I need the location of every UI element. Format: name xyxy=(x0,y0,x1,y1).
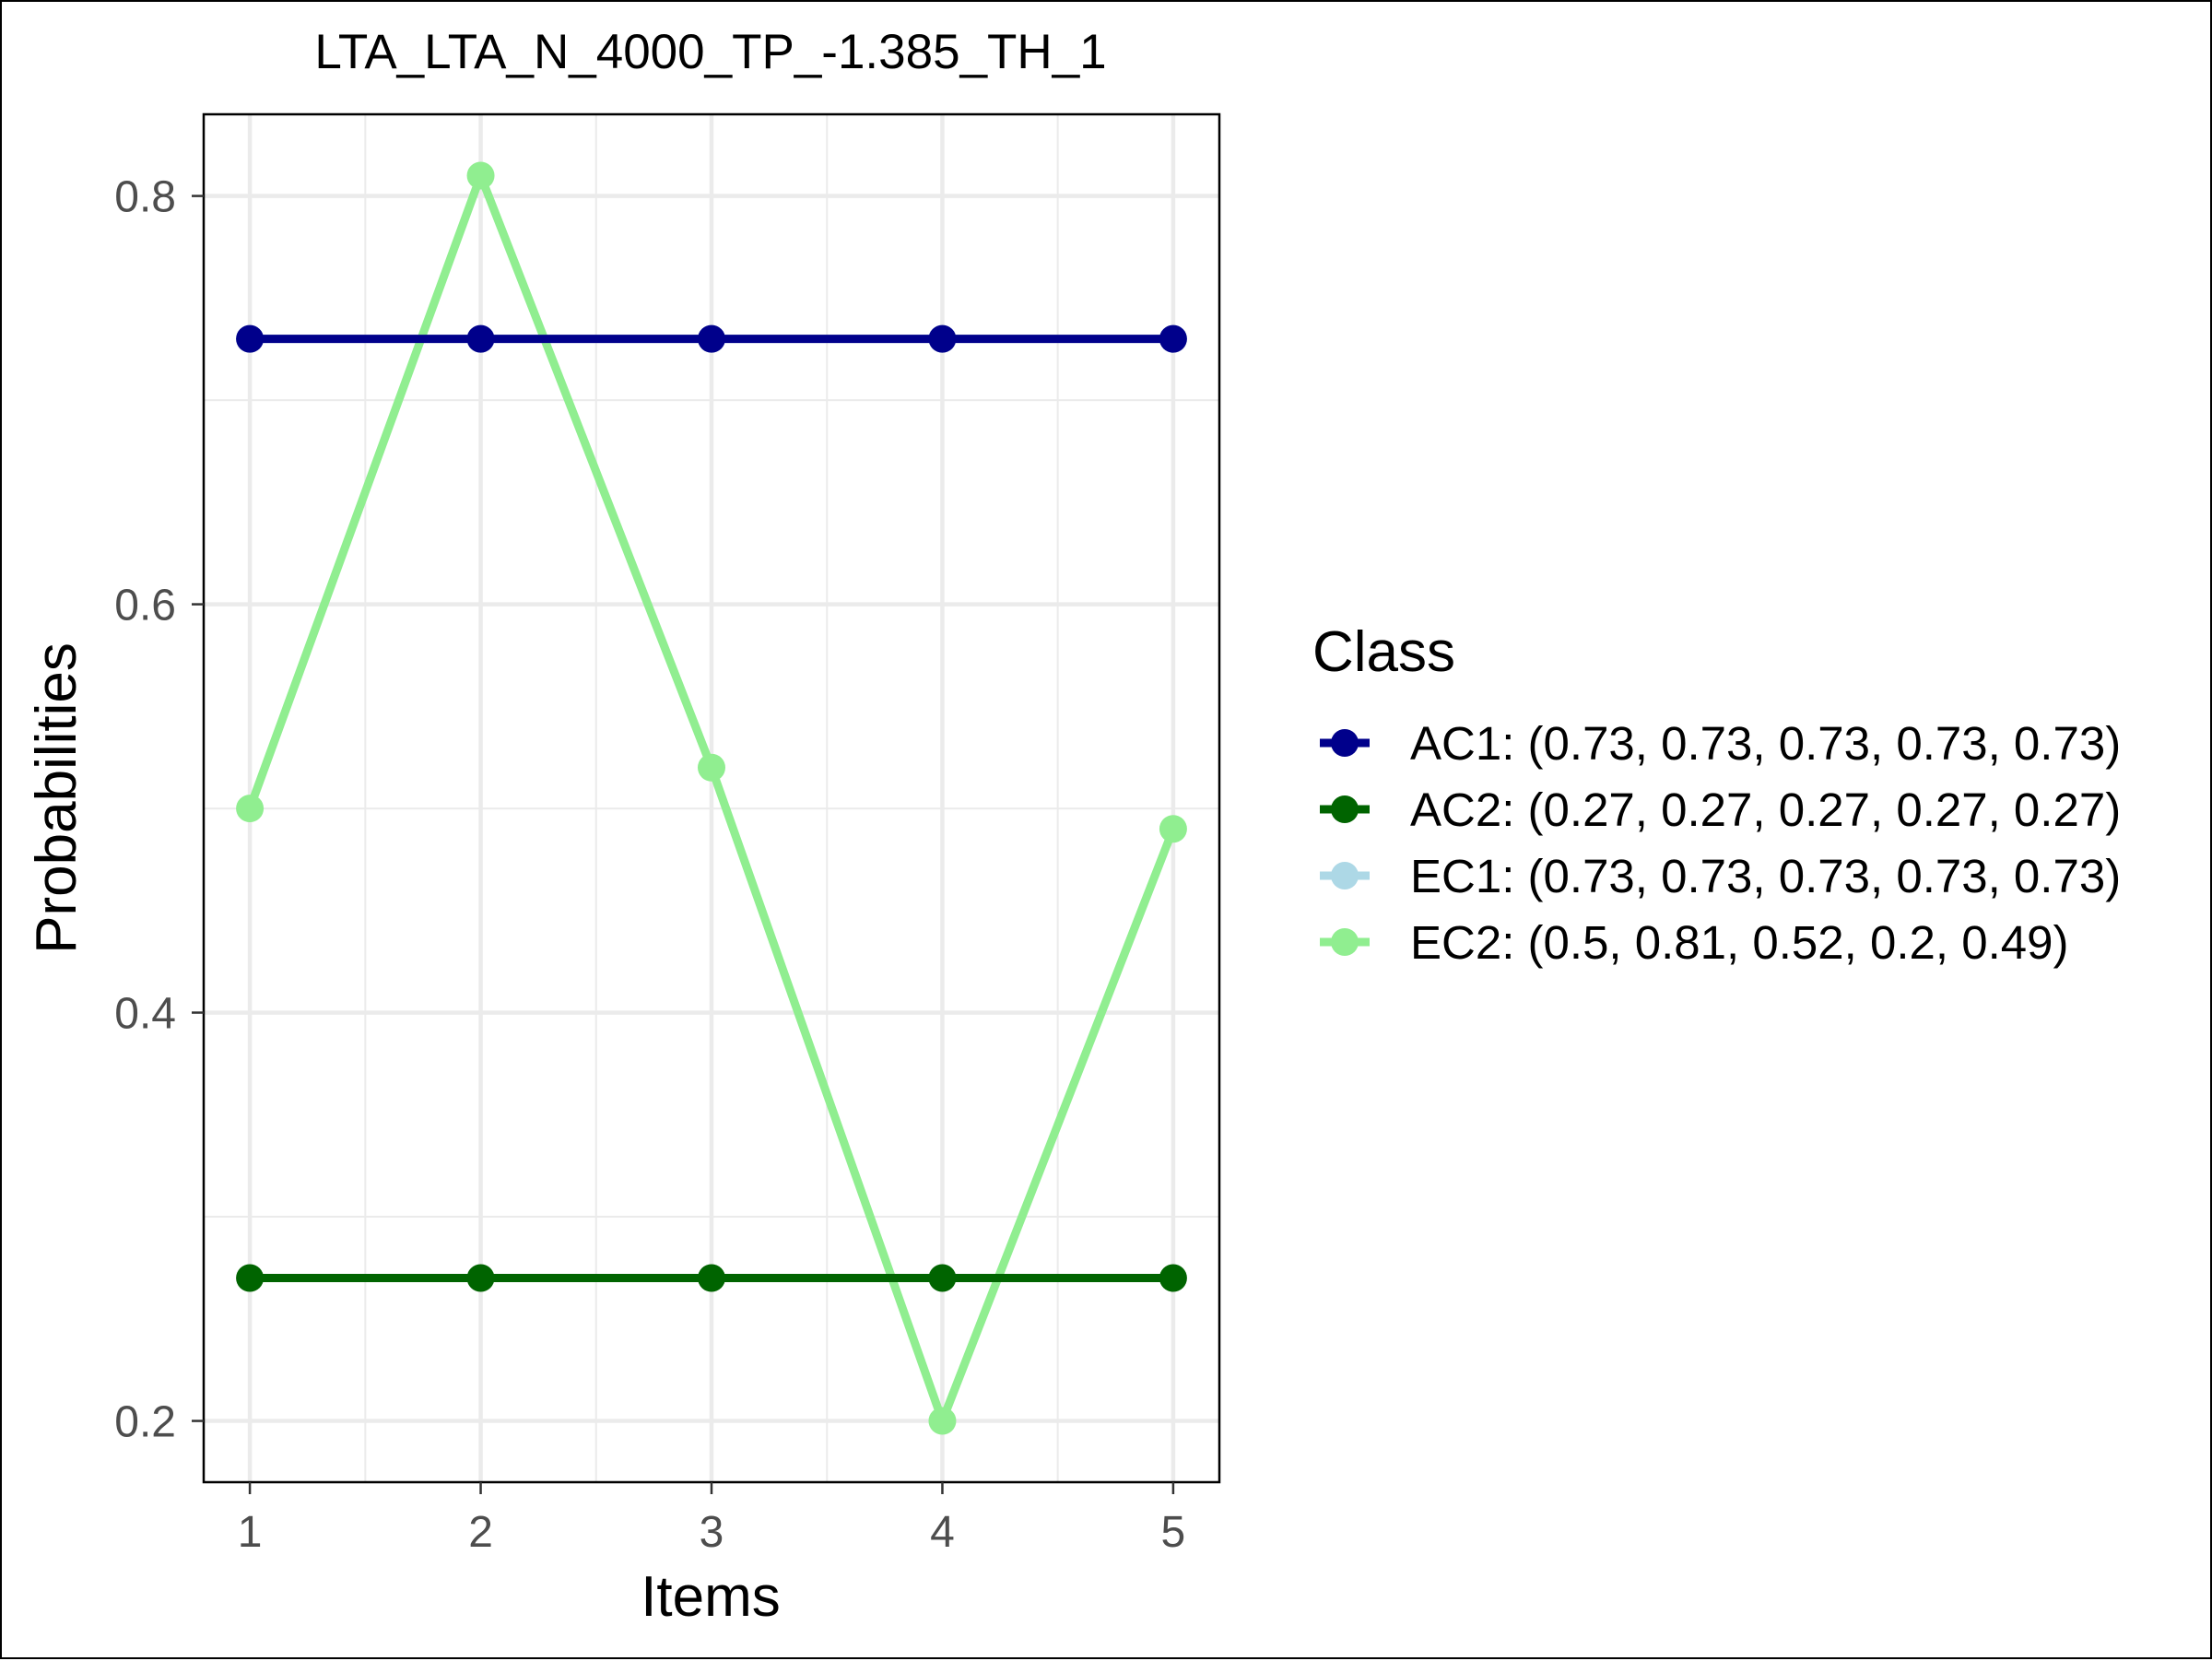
y-tick-label: 0.2 xyxy=(114,1398,176,1447)
data-point-ac1 xyxy=(928,324,957,353)
y-tick-label: 0.6 xyxy=(114,582,176,630)
legend-label: EC1: (0.73, 0.73, 0.73, 0.73, 0.73) xyxy=(1410,850,2121,902)
legend-key-point xyxy=(1331,928,1359,956)
y-tick-label: 0.8 xyxy=(114,173,176,222)
legend-item-ac1: AC1: (0.73, 0.73, 0.73, 0.73, 0.73) xyxy=(1320,717,2121,770)
legend-label: EC2: (0.5, 0.81, 0.52, 0.2, 0.49) xyxy=(1410,916,2068,969)
data-point-ec2 xyxy=(698,753,725,782)
series-group xyxy=(236,161,1187,1435)
data-point-ac2 xyxy=(1159,1264,1187,1292)
data-point-ec2 xyxy=(928,1407,957,1435)
x-tick-label: 1 xyxy=(238,1508,263,1557)
legend-key-point xyxy=(1331,795,1359,823)
series-ac1 xyxy=(236,324,1187,353)
data-point-ac2 xyxy=(236,1264,265,1292)
legend-title: Class xyxy=(1312,620,1455,684)
legend-key-point xyxy=(1331,862,1359,889)
legend-key-point xyxy=(1331,729,1359,757)
axes: 1 2 3 4 5 0.2 0.4 0.6 0.8 xyxy=(114,173,1185,1557)
x-axis-title: Items xyxy=(641,1565,781,1629)
x-tick-label: 5 xyxy=(1161,1508,1186,1557)
y-axis-title: Probabilities xyxy=(25,642,88,954)
legend-item-ac2: AC2: (0.27, 0.27, 0.27, 0.27, 0.27) xyxy=(1320,783,2121,836)
legend-label: AC1: (0.73, 0.73, 0.73, 0.73, 0.73) xyxy=(1410,717,2121,770)
series-ec2 xyxy=(236,161,1187,1435)
data-point-ac2 xyxy=(466,1264,495,1292)
legend-item-ec2: EC2: (0.5, 0.81, 0.52, 0.2, 0.49) xyxy=(1320,916,2068,969)
legend-item-ec1: EC1: (0.73, 0.73, 0.73, 0.73, 0.73) xyxy=(1320,850,2121,902)
chart-title: LTA_LTA_N_4000_TP_-1.385_TH_1 xyxy=(314,25,1106,79)
legend-label: AC2: (0.27, 0.27, 0.27, 0.27, 0.27) xyxy=(1410,783,2121,836)
x-tick-label: 3 xyxy=(700,1508,724,1557)
y-tick-label: 0.4 xyxy=(114,990,176,1039)
data-point-ac1 xyxy=(698,324,725,353)
data-point-ec2 xyxy=(236,795,265,823)
data-point-ac2 xyxy=(698,1264,725,1292)
data-point-ec2 xyxy=(466,161,495,190)
legend: Class AC1: (0.73, 0.73, 0.73, 0.73, 0.73… xyxy=(1312,620,2121,969)
data-point-ac1 xyxy=(236,324,265,353)
data-point-ec2 xyxy=(1159,815,1187,843)
series-ac2 xyxy=(236,1264,1187,1292)
data-point-ac2 xyxy=(928,1264,957,1292)
data-point-ac1 xyxy=(1159,324,1187,353)
x-tick-label: 2 xyxy=(468,1508,493,1557)
x-tick-label: 4 xyxy=(930,1508,955,1557)
data-point-ac1 xyxy=(466,324,495,353)
